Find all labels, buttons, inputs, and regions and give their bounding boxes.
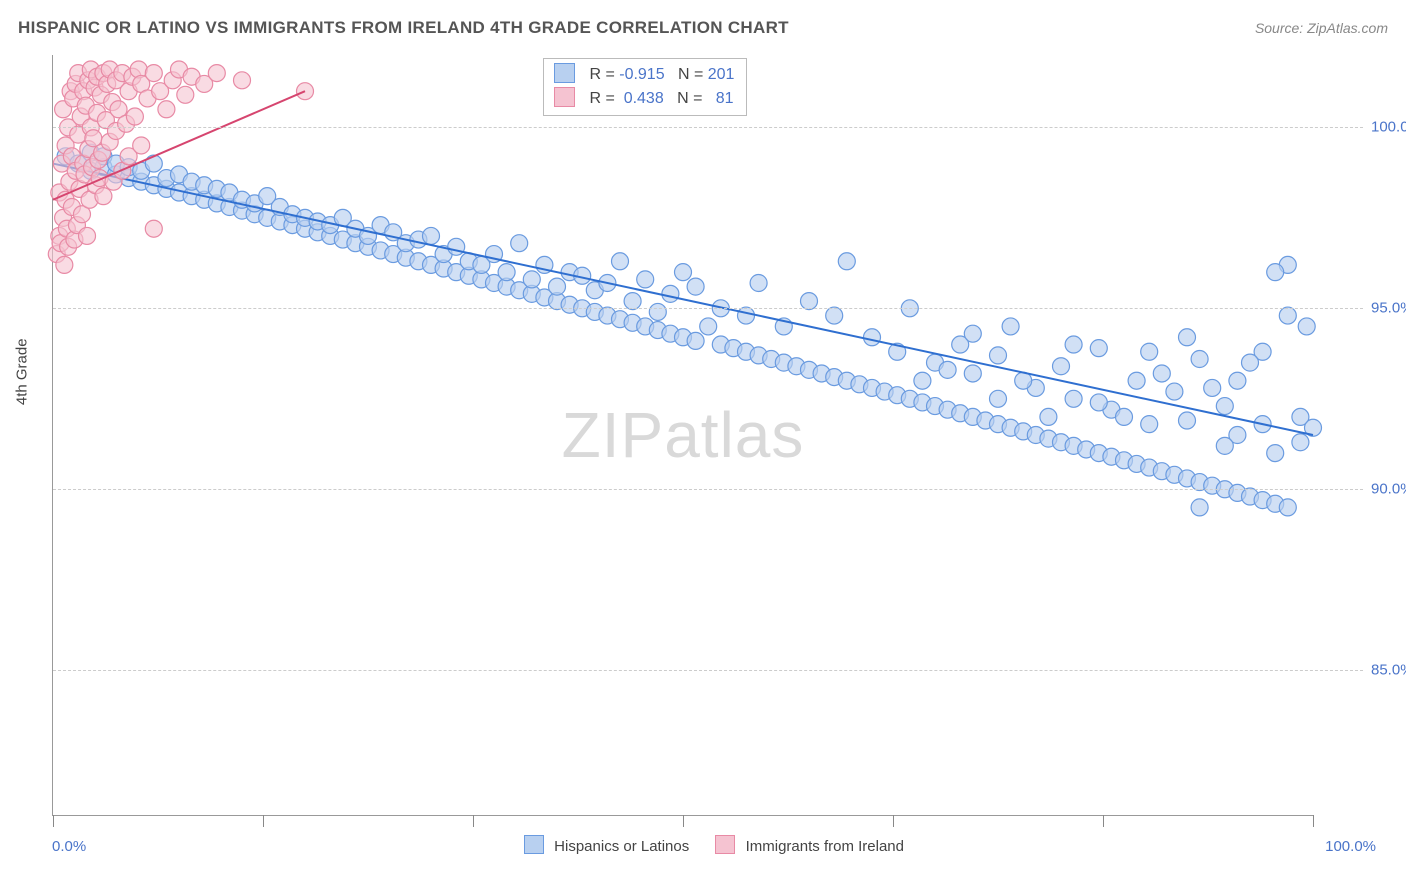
data-point [964,325,981,342]
data-point [1179,412,1196,429]
data-point [826,307,843,324]
data-point [1229,372,1246,389]
data-point [1053,358,1070,375]
data-point [1002,318,1019,335]
data-point [612,253,629,270]
legend-label-2: Immigrants from Ireland [746,838,904,855]
data-point [448,238,465,255]
data-point [1191,499,1208,516]
source-credit: Source: ZipAtlas.com [1255,20,1388,36]
gridline-h [53,489,1363,490]
x-tick [1103,815,1104,827]
data-point [1216,437,1233,454]
legend-swatch-1 [524,835,544,854]
data-point [1279,499,1296,516]
data-point [177,86,194,103]
x-tick [1313,815,1314,827]
data-point [208,65,225,82]
data-point [95,188,112,205]
y-tick-label: 85.0% [1371,662,1406,679]
data-point [145,155,162,172]
data-point [1116,408,1133,425]
stats-row-series-1: R = -0.915 N = 201 [554,63,734,87]
data-point [126,108,143,125]
data-point [234,72,251,89]
data-point [56,256,73,273]
data-point [687,278,704,295]
data-point [1141,416,1158,433]
stats-swatch-2 [554,87,575,107]
legend-swatch-2 [715,835,735,854]
data-point [687,332,704,349]
data-point [1128,372,1145,389]
data-point [1267,445,1284,462]
y-tick-label: 90.0% [1371,481,1406,498]
y-tick-label: 100.0% [1371,119,1406,136]
data-point [939,361,956,378]
data-point [1065,336,1082,353]
data-point [649,303,666,320]
data-point [1166,383,1183,400]
x-tick [263,815,264,827]
legend-label-1: Hispanics or Latinos [554,838,689,855]
data-point [700,318,717,335]
data-point [158,101,175,118]
x-tick [683,815,684,827]
data-point [1298,318,1315,335]
data-point [1267,264,1284,281]
data-point [738,307,755,324]
y-tick-label: 95.0% [1371,300,1406,317]
x-tick [893,815,894,827]
data-point [750,275,767,292]
x-tick [473,815,474,827]
gridline-h [53,670,1363,671]
data-point [511,235,528,252]
data-point [624,293,641,310]
data-point [549,278,566,295]
data-point [990,390,1007,407]
y-axis-label: 4th Grade [14,338,31,405]
chart-title: HISPANIC OR LATINO VS IMMIGRANTS FROM IR… [18,18,789,38]
gridline-h [53,127,1363,128]
trend-line [53,164,1313,435]
data-point [990,347,1007,364]
data-point [1204,379,1221,396]
data-point [838,253,855,270]
data-point [498,264,515,281]
x-tick [53,815,54,827]
data-point [423,227,440,244]
data-point [1242,354,1259,371]
data-point [864,329,881,346]
data-point [145,220,162,237]
data-point [1040,408,1057,425]
plot-area: ZIPatlas R = -0.915 N = 201 R = 0.438 N … [52,55,1313,816]
data-point [662,285,679,302]
data-point [1191,351,1208,368]
stats-legend-box: R = -0.915 N = 201 R = 0.438 N = 81 [543,58,747,116]
stats-row-series-2: R = 0.438 N = 81 [554,87,734,111]
data-point [79,227,96,244]
data-point [914,372,931,389]
data-point [1065,390,1082,407]
data-point [1216,398,1233,415]
data-point [1090,340,1107,357]
scatter-chart [53,55,1313,815]
data-point [133,137,150,154]
data-point [523,271,540,288]
data-point [964,365,981,382]
data-point [801,293,818,310]
data-point [1279,307,1296,324]
title-bar: HISPANIC OR LATINO VS IMMIGRANTS FROM IR… [18,18,1388,38]
data-point [1090,394,1107,411]
data-point [145,65,162,82]
legend-bottom: Hispanics or Latinos Immigrants from Ire… [0,835,1406,855]
data-point [1141,343,1158,360]
data-point [637,271,654,288]
data-point [1292,434,1309,451]
data-point [1153,365,1170,382]
stats-swatch-1 [554,63,575,83]
data-point [1179,329,1196,346]
data-point [675,264,692,281]
gridline-h [53,308,1363,309]
